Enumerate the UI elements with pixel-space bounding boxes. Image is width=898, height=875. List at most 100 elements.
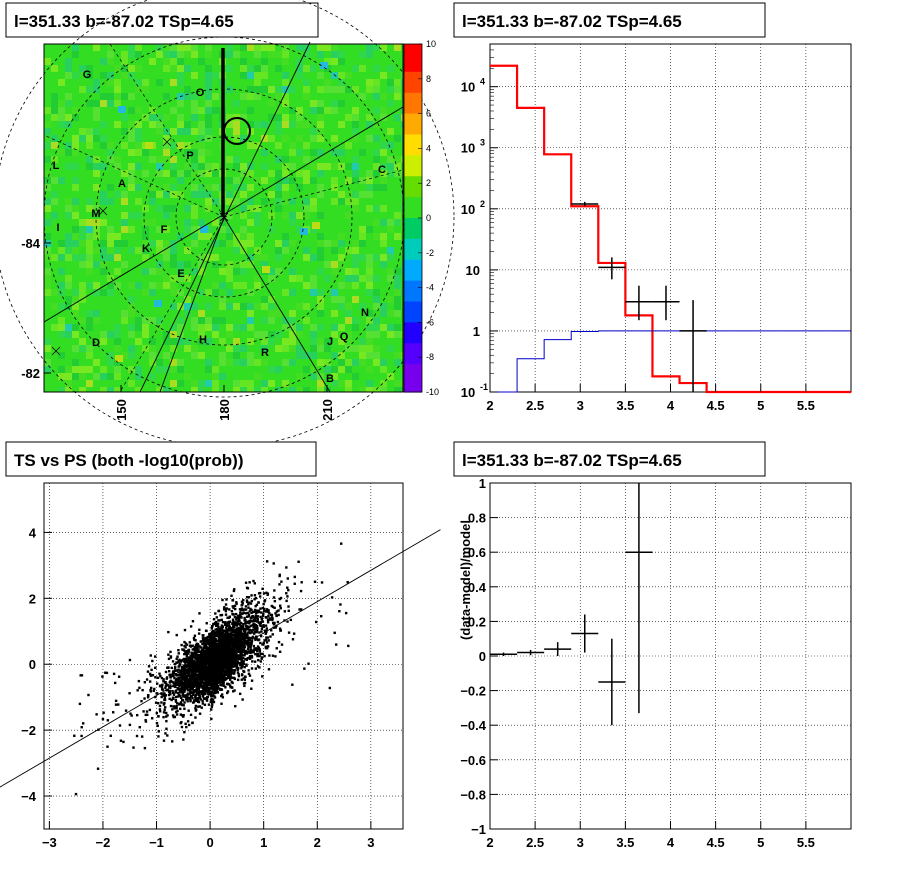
skymap-noise [44, 44, 403, 392]
scatter-point [202, 640, 206, 644]
scatter-point [202, 661, 206, 664]
scatter-point [233, 604, 237, 607]
noise-cell [331, 100, 338, 107]
noise-cell [177, 338, 184, 345]
noise-cell [65, 205, 72, 212]
scatter-point [187, 675, 190, 678]
scatter-point [194, 639, 197, 642]
noise-cell [233, 51, 240, 58]
noise-cell [128, 156, 135, 163]
noise-cell [282, 198, 289, 205]
scatter-point [231, 651, 234, 654]
noise-cell [268, 380, 275, 387]
noise-cell [352, 121, 359, 128]
noise-cell [121, 219, 128, 226]
scatter-point [241, 634, 244, 637]
y-tick-label: 4 [480, 77, 485, 87]
noise-cell [198, 184, 205, 191]
noise-cell [282, 191, 289, 198]
scatter-point [183, 652, 186, 656]
noise-cell [373, 233, 380, 240]
noise-cell [107, 149, 114, 156]
scatter-point [187, 673, 190, 677]
noise-cell [205, 107, 212, 114]
colorbar-band [404, 85, 422, 94]
noise-cell [331, 44, 338, 51]
noise-cell [289, 338, 296, 345]
noise-cell [317, 380, 324, 387]
noise-cell [387, 289, 394, 296]
scatter-point [239, 630, 242, 634]
colorbar-tick-label: -10 [426, 387, 439, 397]
noise-cell [226, 233, 233, 240]
noise-cell [44, 58, 51, 65]
noise-cell [72, 51, 79, 58]
noise-cell [275, 170, 282, 177]
scatter-point [213, 634, 217, 637]
skymap-title-box [5, 2, 319, 38]
noise-cell [387, 100, 394, 107]
scatter-point [245, 586, 249, 590]
noise-cell [373, 198, 380, 205]
scatter-point [166, 714, 169, 717]
noise-cell [366, 191, 373, 198]
noise-cell [219, 296, 226, 303]
colorbar-band [404, 231, 422, 240]
scatter-point [247, 613, 251, 616]
scatter-point [172, 705, 175, 708]
scatter-point [220, 693, 224, 696]
noise-cell [86, 233, 93, 240]
scatter-point [170, 698, 173, 702]
noise-cell [387, 296, 394, 303]
noise-cell [233, 261, 240, 268]
noise-cell [65, 331, 72, 338]
scatter-point [262, 607, 266, 611]
noise-cell [240, 303, 247, 310]
noise-cell [79, 65, 86, 72]
noise-cell [317, 149, 324, 156]
scatter-point [185, 678, 189, 682]
noise-cell [387, 268, 394, 275]
noise-cell [268, 93, 275, 100]
scatter-point [189, 665, 193, 669]
noise-cell [198, 380, 205, 387]
scatter-point [208, 643, 211, 646]
scatter-point [237, 662, 240, 665]
noise-cell [268, 51, 275, 58]
noise-cell [114, 240, 121, 247]
noise-cell [401, 289, 403, 296]
noise-cell [282, 352, 289, 359]
noise-cell [310, 233, 317, 240]
noise-cell [114, 86, 121, 93]
scatter-point [204, 682, 207, 685]
noise-cell [275, 289, 282, 296]
noise-cell [65, 296, 72, 303]
noise-cell [142, 317, 149, 324]
scatter-point [234, 621, 237, 624]
scatter-point [194, 704, 198, 708]
noise-cell [135, 184, 142, 191]
noise-cell [338, 93, 345, 100]
grid-line [223, 216, 331, 393]
scatter-point [174, 679, 178, 683]
noise-cell [107, 79, 114, 86]
noise-cell [373, 93, 380, 100]
scatter-point [212, 671, 216, 675]
scatter-point [253, 598, 256, 601]
noise-cell [212, 191, 219, 198]
noise-cell [261, 135, 268, 142]
noise-cell [352, 282, 359, 289]
noise-cell [373, 170, 380, 177]
noise-cell [254, 93, 261, 100]
scatter-point [217, 635, 221, 638]
scatter-point [179, 713, 183, 716]
scatter-point [242, 648, 246, 651]
noise-cell [324, 163, 331, 170]
scatter-point [293, 582, 296, 585]
noise-cell [72, 359, 79, 366]
scatter-point [197, 693, 200, 696]
noise-cell [79, 51, 86, 58]
scatter-point [220, 640, 224, 643]
scatter-point [213, 641, 216, 645]
scatter-point [230, 634, 234, 637]
